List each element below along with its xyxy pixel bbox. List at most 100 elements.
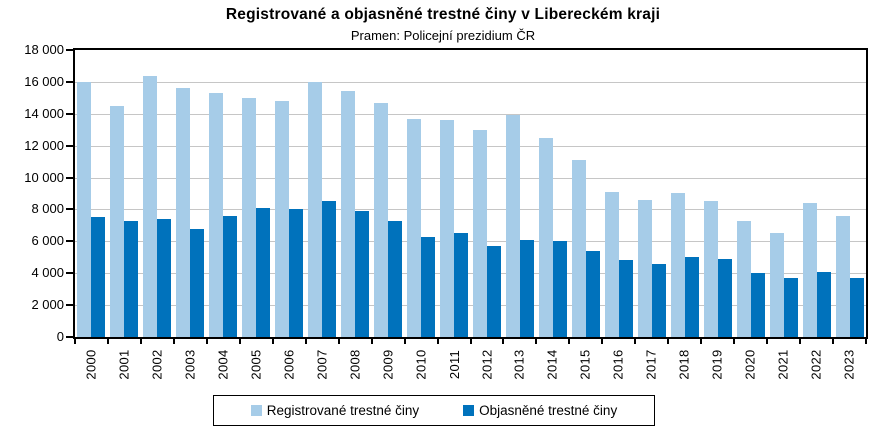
bar-registered-2005 [242, 98, 256, 337]
x-axis-label: 2011 [447, 349, 462, 379]
bar-registered-2001 [110, 106, 124, 337]
bar-registered-2022 [803, 203, 817, 337]
bar-cleared-2009 [388, 221, 402, 337]
bar-registered-2003 [176, 88, 190, 337]
y-axis-label: 0 [56, 329, 64, 344]
gridline [75, 241, 866, 242]
bar-registered-2023 [836, 216, 850, 337]
y-axis-tick [66, 145, 73, 147]
x-axis-tick [832, 339, 834, 344]
bar-registered-2000 [77, 82, 91, 337]
legend-swatch-registered [250, 405, 262, 416]
bar-cleared-2002 [157, 219, 171, 337]
x-axis-label-slot: 2006 [273, 342, 306, 386]
bar-cleared-2004 [223, 216, 237, 337]
bar-registered-2013 [506, 115, 520, 337]
x-axis-label-slot: 2000 [75, 342, 108, 386]
y-axis-label: 12 000 [24, 138, 64, 153]
x-axis-tick [173, 339, 175, 344]
x-axis-label-slot: 2005 [240, 342, 273, 386]
x-axis-label: 2022 [809, 348, 824, 380]
x-axis-tick [535, 339, 537, 344]
bar-cleared-2006 [289, 209, 303, 337]
x-axis-label: 2008 [348, 348, 363, 380]
y-axis-tick [66, 304, 73, 306]
x-axis-label-slot: 2012 [471, 342, 504, 386]
x-axis-label-slot: 2010 [405, 342, 438, 386]
bar-cleared-2011 [454, 233, 468, 337]
x-axis-tick [239, 339, 241, 344]
y-axis-tick [66, 177, 73, 179]
bar-cleared-2017 [652, 264, 666, 337]
x-axis-label: 2000 [84, 348, 99, 380]
bar-cleared-2005 [256, 208, 270, 337]
bar-cleared-2020 [751, 273, 765, 337]
x-axis-tick [437, 339, 439, 344]
bar-cleared-2019 [718, 259, 732, 337]
bar-cleared-2003 [190, 229, 204, 337]
x-axis-label-slot: 2022 [800, 342, 833, 386]
x-axis-tick [305, 339, 307, 344]
x-axis-tick [865, 339, 867, 344]
y-axis-label: 18 000 [24, 42, 64, 57]
bar-cleared-2015 [586, 251, 600, 337]
x-axis-tick [601, 339, 603, 344]
y-axis-tick [66, 240, 73, 242]
bar-registered-2009 [374, 103, 388, 337]
x-axis-label-slot: 2003 [174, 342, 207, 386]
y-axis-tick [66, 208, 73, 210]
bar-cleared-2013 [520, 240, 534, 337]
bar-cleared-2018 [685, 257, 699, 337]
x-axis-tick [799, 339, 801, 344]
x-axis-label: 2017 [644, 348, 659, 380]
gridline [75, 82, 866, 83]
bar-cleared-2001 [124, 221, 138, 337]
x-axis-tick [206, 339, 208, 344]
gridline [75, 305, 866, 306]
x-axis-label-slot: 2004 [207, 342, 240, 386]
bar-registered-2018 [671, 193, 685, 337]
gridline [75, 114, 866, 115]
legend: Registrované trestné činy Objasněné tres… [213, 395, 655, 426]
gridline [75, 209, 866, 210]
bar-cleared-2000 [91, 217, 105, 337]
bar-registered-2014 [539, 138, 553, 337]
y-axis-tick [66, 272, 73, 274]
x-axis-label-slot: 2008 [339, 342, 372, 386]
x-axis-label-slot: 2017 [635, 342, 668, 386]
x-axis-label-slot: 2021 [767, 342, 800, 386]
y-axis-label: 4 000 [31, 265, 64, 280]
chart-title: Registrované a objasněné trestné činy v … [225, 6, 661, 23]
x-axis-tick [272, 339, 274, 344]
bar-registered-2007 [308, 82, 322, 337]
gridline [75, 146, 866, 147]
x-axis-label: 2002 [150, 348, 165, 380]
x-axis-tick [667, 339, 669, 344]
x-axis-tick [634, 339, 636, 344]
y-axis-tick [66, 336, 73, 338]
bar-cleared-2022 [817, 272, 831, 337]
x-axis-label: 2007 [315, 348, 330, 380]
x-axis-tick [568, 339, 570, 344]
y-axis-label: 2 000 [31, 297, 64, 312]
x-axis-label-slot: 2016 [602, 342, 635, 386]
x-axis-label-slot: 2001 [108, 342, 141, 386]
x-axis-tick [107, 339, 109, 344]
legend-swatch-cleared [463, 405, 475, 416]
bar-cleared-2012 [487, 246, 501, 337]
x-axis-tick [766, 339, 768, 344]
legend-item-registered: Registrované trestné činy [250, 403, 419, 418]
bar-registered-2006 [275, 101, 289, 337]
x-axis-tick [404, 339, 406, 344]
x-axis-tick [371, 339, 373, 344]
bar-cleared-2008 [355, 211, 369, 337]
x-axis-label: 2009 [381, 348, 396, 380]
x-axis-label: 2001 [117, 348, 132, 380]
gridline [75, 178, 866, 179]
bar-cleared-2016 [619, 260, 633, 337]
x-axis-label: 2005 [249, 348, 264, 380]
x-axis-label-slot: 2019 [701, 342, 734, 386]
bar-registered-2019 [704, 201, 718, 337]
x-axis-label: 2003 [183, 348, 198, 380]
